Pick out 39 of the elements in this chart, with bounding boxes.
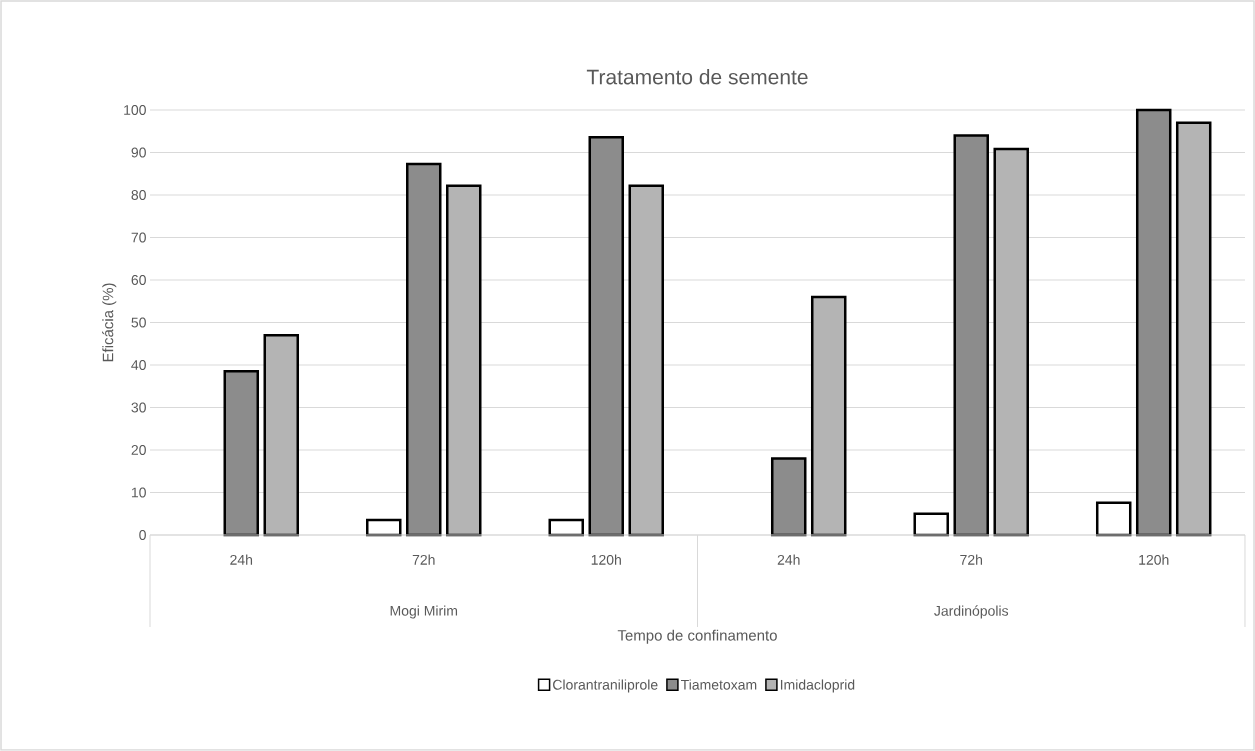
x-tick-label: 120h	[591, 554, 621, 565]
y-tick-label: 70	[131, 232, 146, 243]
legend-label: Clorantraniliprole	[553, 679, 658, 693]
y-tick-label: 50	[131, 317, 146, 328]
bar	[223, 370, 260, 537]
x-tick-label: 24h	[777, 554, 800, 565]
bar	[913, 512, 949, 537]
bar	[770, 457, 807, 537]
bar	[446, 184, 482, 537]
y-tick-label: 30	[131, 402, 146, 413]
y-tick-label: 20	[131, 445, 146, 455]
y-tick-label: 90	[131, 147, 146, 158]
bar	[263, 333, 299, 537]
legend-label: Tiametoxam	[680, 679, 757, 690]
y-tick-label: 10	[131, 487, 146, 498]
bar	[1095, 501, 1132, 537]
y-axis-title: Eficácia (%)	[102, 283, 117, 362]
bar	[628, 184, 664, 537]
bar	[993, 147, 1029, 537]
x-tick-label: 72h	[412, 554, 435, 565]
text: Mogi Mirim	[390, 605, 458, 619]
bar	[406, 162, 442, 537]
bar	[1135, 108, 1172, 537]
y-tick-label: 80	[131, 190, 146, 200]
chart-title: Tratamento de semente	[586, 69, 808, 85]
x-axis-title: Tempo de confinamento	[617, 629, 777, 644]
x-tick-label: 72h	[960, 554, 983, 565]
text: Jardinópolis	[934, 605, 1009, 619]
y-tick-label: 40	[131, 360, 146, 370]
bar	[810, 295, 847, 537]
bar	[1175, 121, 1212, 537]
legend-label: Imidacloprid	[780, 679, 855, 693]
y-tick-label: 60	[131, 275, 146, 285]
y-tick-label: 0	[139, 530, 146, 540]
bar	[588, 135, 624, 537]
bar	[953, 134, 989, 537]
x-tick-label: 120h	[1139, 554, 1169, 565]
y-tick-label: 100	[124, 105, 146, 115]
x-tick-label: 24h	[230, 554, 253, 565]
